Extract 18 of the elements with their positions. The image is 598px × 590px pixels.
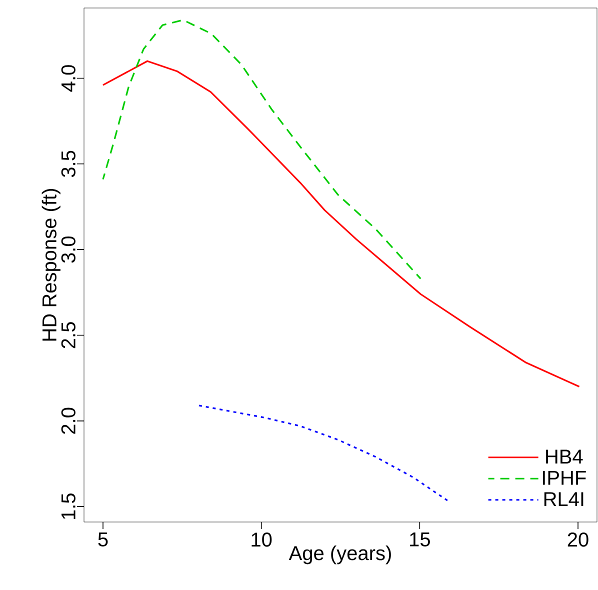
legend-label: RL4I xyxy=(544,492,584,506)
y-tick-label: 2.0 xyxy=(61,408,76,434)
y-tick-label: 4.0 xyxy=(61,65,76,92)
y-tick-label: 1.5 xyxy=(62,494,76,519)
y-tick-label: 2.5 xyxy=(61,322,76,348)
line-series xyxy=(102,19,422,280)
y-tick-label: 3.0 xyxy=(61,236,76,263)
y-tick-label: 3.5 xyxy=(61,150,76,178)
x-tick-label: 5 xyxy=(98,532,108,546)
x-tick-label: 20 xyxy=(568,532,588,547)
y-axis-title: HD Response (ft) xyxy=(42,189,60,341)
x-tick-label: 15 xyxy=(410,532,430,546)
line-series xyxy=(102,60,580,388)
x-tick-label: 10 xyxy=(252,532,272,547)
x-axis-title: Age (years) xyxy=(288,546,391,564)
line-series xyxy=(198,404,450,502)
legend-label: HB4 xyxy=(546,450,583,464)
legend-label: IPHF xyxy=(542,471,586,485)
